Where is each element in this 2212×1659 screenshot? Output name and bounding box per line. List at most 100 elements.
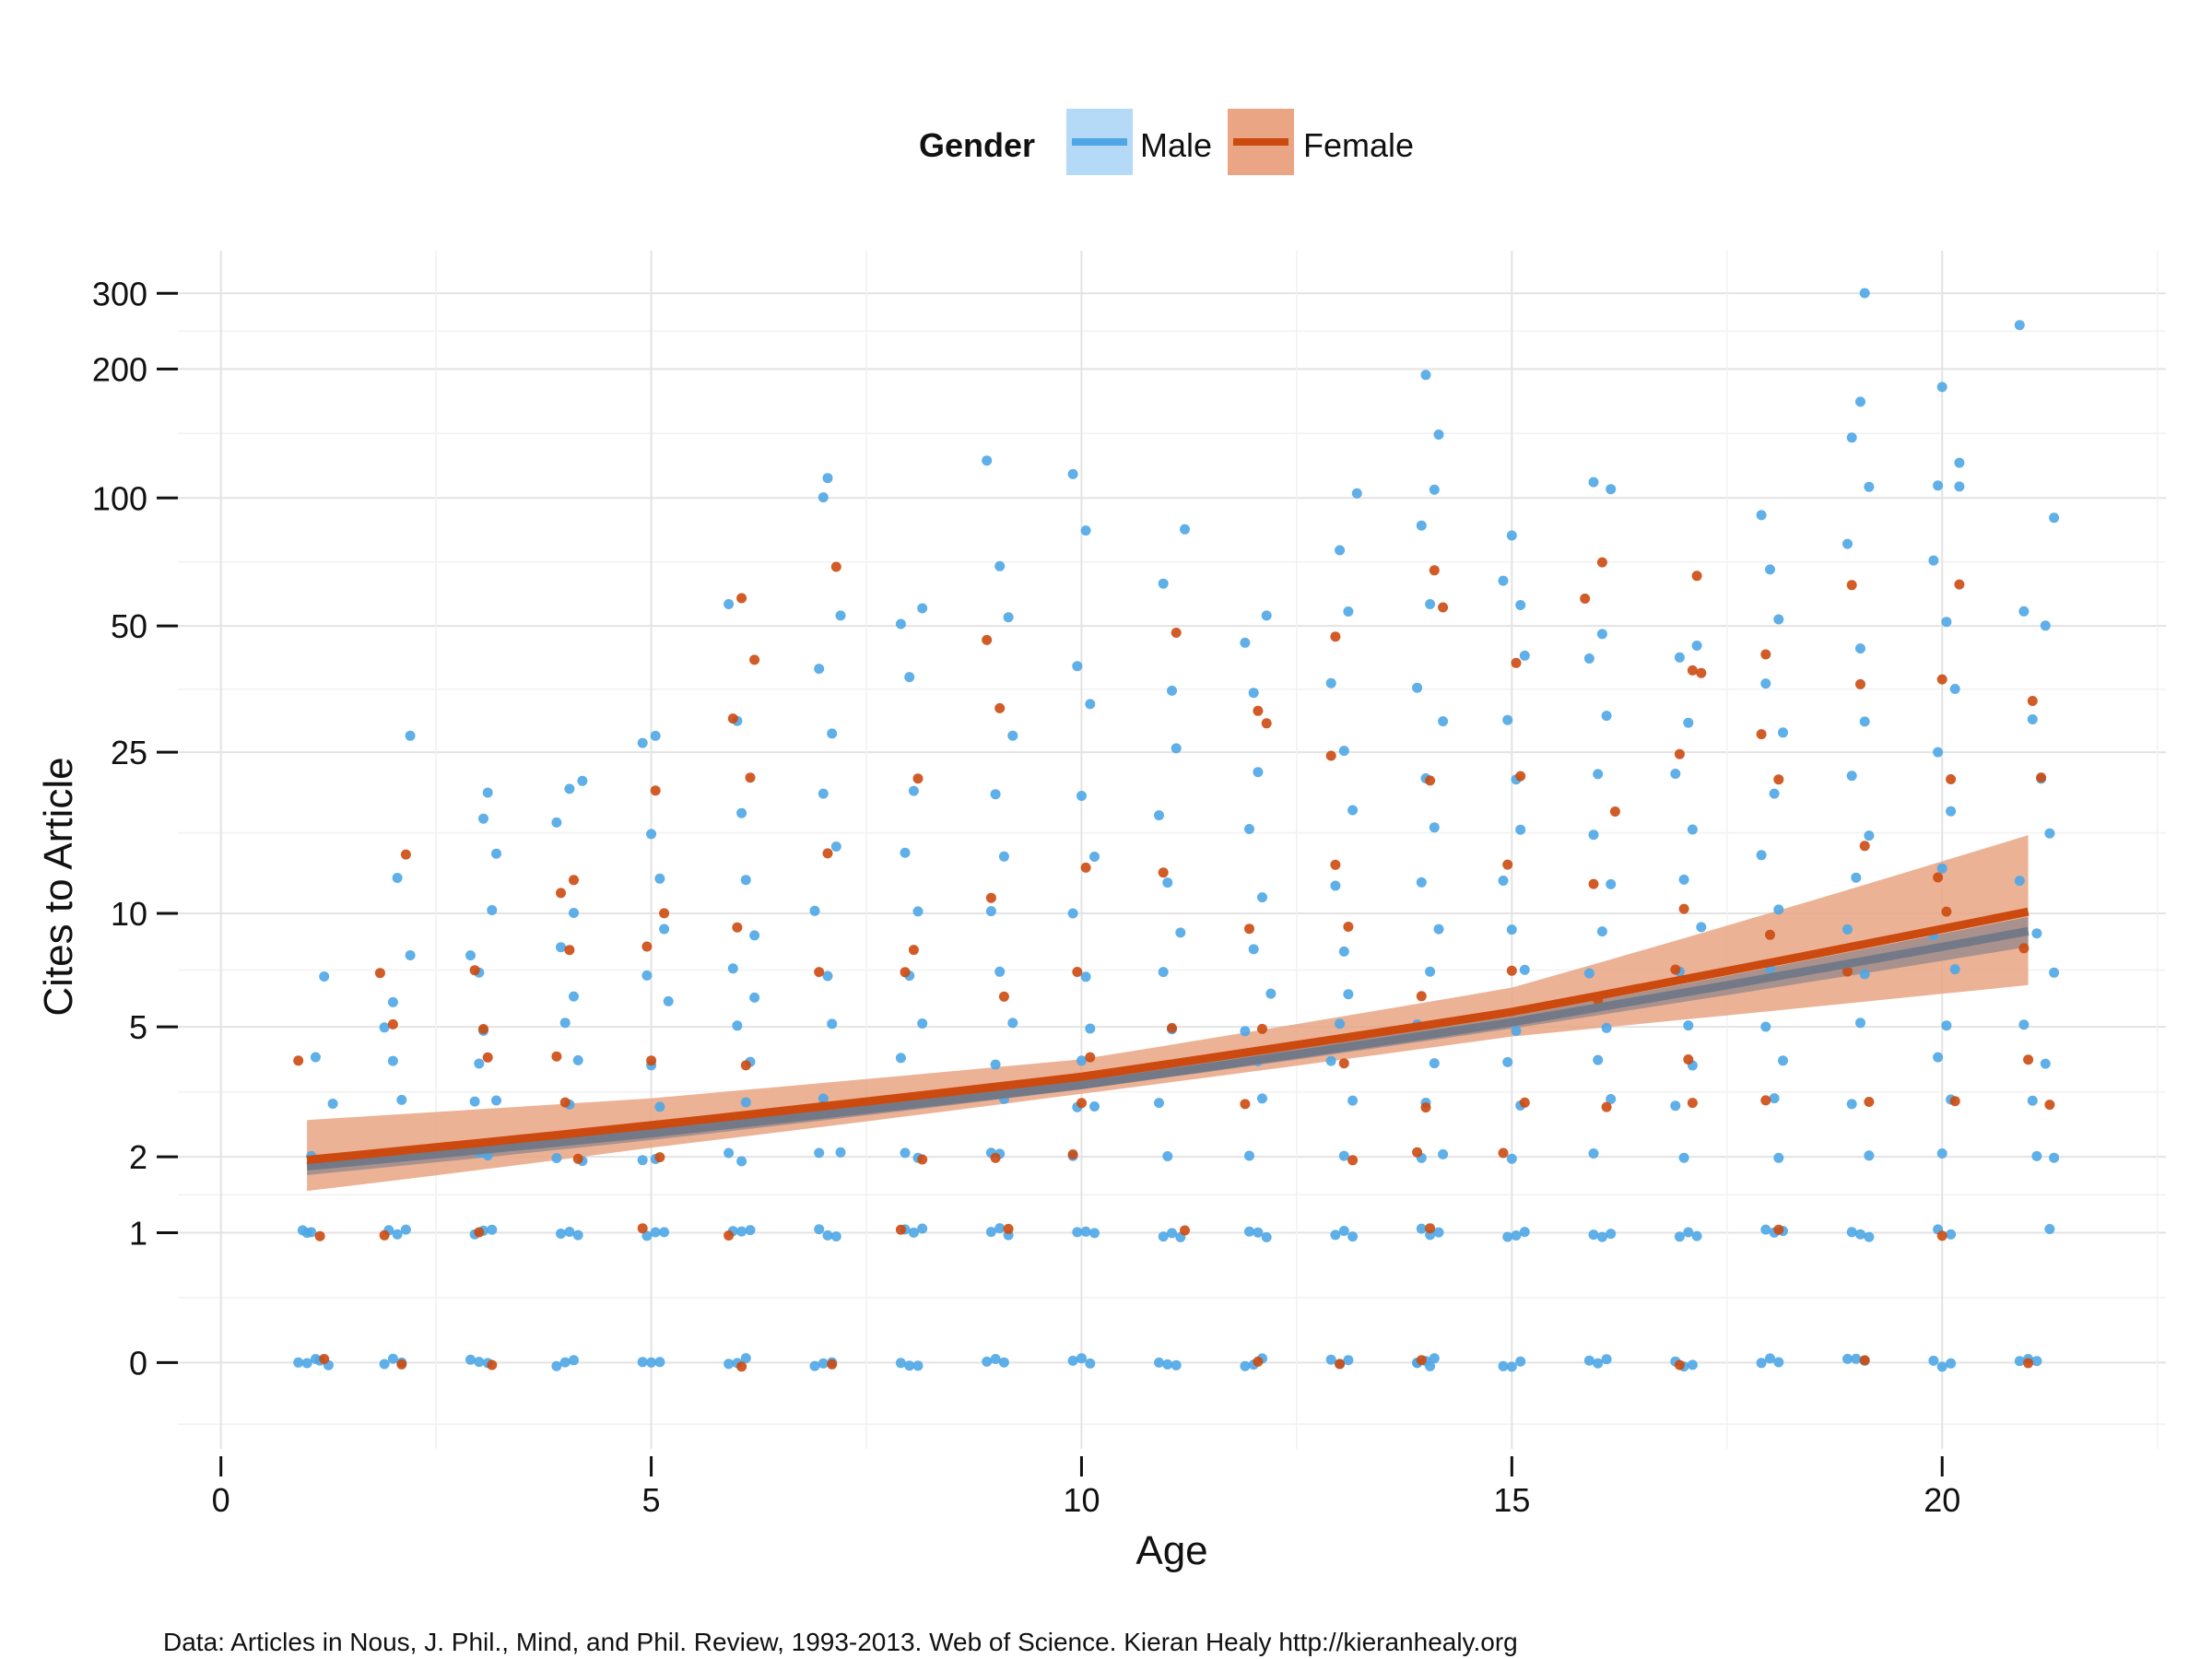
point-male — [1596, 629, 1607, 640]
point-male — [2014, 1356, 2025, 1367]
point-female — [1936, 1230, 1947, 1241]
point-male — [1338, 1226, 1349, 1236]
x-axis-title: Age — [1135, 1528, 1207, 1573]
point-female — [569, 875, 579, 886]
point-male — [1257, 1093, 1267, 1104]
point-male — [1864, 1150, 1875, 1161]
point-male — [405, 950, 416, 960]
point-female — [650, 785, 661, 796]
point-female — [1954, 579, 1965, 590]
point-male — [727, 963, 738, 974]
point-male — [1244, 1226, 1254, 1237]
point-male — [392, 873, 403, 883]
point-male — [1596, 926, 1607, 937]
point-male — [2031, 1150, 2042, 1161]
point-male — [1519, 650, 1530, 661]
point-male — [2018, 606, 2030, 617]
point-male — [1438, 716, 1449, 727]
point-male — [818, 1358, 829, 1369]
point-male — [2014, 876, 2025, 887]
point-male — [1244, 1150, 1254, 1161]
point-female — [1502, 859, 1513, 870]
point-female — [994, 702, 1006, 713]
point-male — [1351, 488, 1362, 499]
point-male — [1606, 1229, 1617, 1240]
point-male — [982, 1356, 993, 1367]
point-female — [2023, 1358, 2034, 1369]
point-female — [1330, 859, 1341, 870]
point-male — [1438, 1148, 1449, 1159]
point-male — [1936, 1361, 1947, 1372]
point-male — [1338, 946, 1349, 957]
point-female — [1425, 775, 1436, 786]
point-male — [1933, 480, 1944, 491]
point-male — [1180, 524, 1190, 535]
point-male — [736, 1226, 747, 1237]
point-female — [572, 1153, 583, 1164]
point-male — [900, 847, 911, 858]
point-female — [1580, 594, 1591, 604]
point-female — [1946, 774, 1957, 784]
point-female — [732, 922, 743, 933]
point-male — [1683, 1020, 1694, 1031]
point-male — [1325, 677, 1336, 688]
point-female — [895, 1224, 906, 1235]
point-male — [809, 1360, 820, 1371]
point-female — [830, 561, 841, 572]
point-male — [1077, 791, 1087, 801]
point-male — [895, 1358, 906, 1369]
point-male — [559, 1018, 571, 1029]
point-male — [1080, 1226, 1091, 1237]
point-female — [469, 965, 480, 976]
point-male — [1158, 1231, 1169, 1242]
point-male — [1583, 968, 1594, 979]
point-male — [1347, 1231, 1359, 1242]
point-male — [2044, 1224, 2055, 1234]
point-male — [1583, 1355, 1594, 1366]
point-male — [551, 817, 562, 828]
point-male — [301, 1358, 312, 1369]
point-male — [1674, 1231, 1685, 1242]
point-female — [637, 1223, 648, 1234]
point-male — [1928, 1355, 1939, 1366]
point-male — [465, 1354, 476, 1365]
point-male — [1154, 1357, 1164, 1368]
point-male — [1855, 1229, 1865, 1240]
point-male — [1240, 1360, 1251, 1371]
point-male — [908, 1227, 919, 1238]
point-male — [572, 1054, 583, 1065]
point-female — [1506, 965, 1517, 976]
point-female — [1670, 964, 1681, 975]
point-female — [551, 1051, 562, 1062]
point-male — [1429, 822, 1440, 833]
point-male — [1855, 1018, 1865, 1029]
point-male — [637, 1357, 648, 1368]
point-male — [1936, 863, 1947, 874]
point-male — [1954, 457, 1965, 468]
point-female — [1167, 1022, 1177, 1033]
y-tick-label: 50 — [111, 607, 147, 645]
point-male — [1347, 1095, 1359, 1106]
point-male — [1325, 1055, 1336, 1066]
point-male — [1864, 1231, 1875, 1242]
point-male — [482, 787, 493, 798]
y-tick-label: 10 — [111, 895, 147, 933]
point-male — [1433, 429, 1444, 440]
point-male — [1072, 1227, 1083, 1238]
point-female — [654, 1152, 665, 1163]
point-female — [1933, 872, 1944, 883]
point-male — [1756, 510, 1767, 521]
point-male — [2049, 512, 2060, 524]
point-male — [577, 775, 588, 786]
point-male — [1338, 746, 1349, 757]
point-male — [1154, 810, 1164, 821]
point-male — [1859, 288, 1870, 299]
point-male — [917, 1018, 928, 1029]
point-male — [1946, 1229, 1957, 1240]
point-female — [1519, 1097, 1530, 1108]
point-male — [1855, 396, 1865, 407]
y-tick-label: 25 — [111, 734, 147, 771]
point-male — [1691, 641, 1702, 651]
point-female — [559, 1097, 571, 1108]
point-female — [556, 888, 566, 899]
